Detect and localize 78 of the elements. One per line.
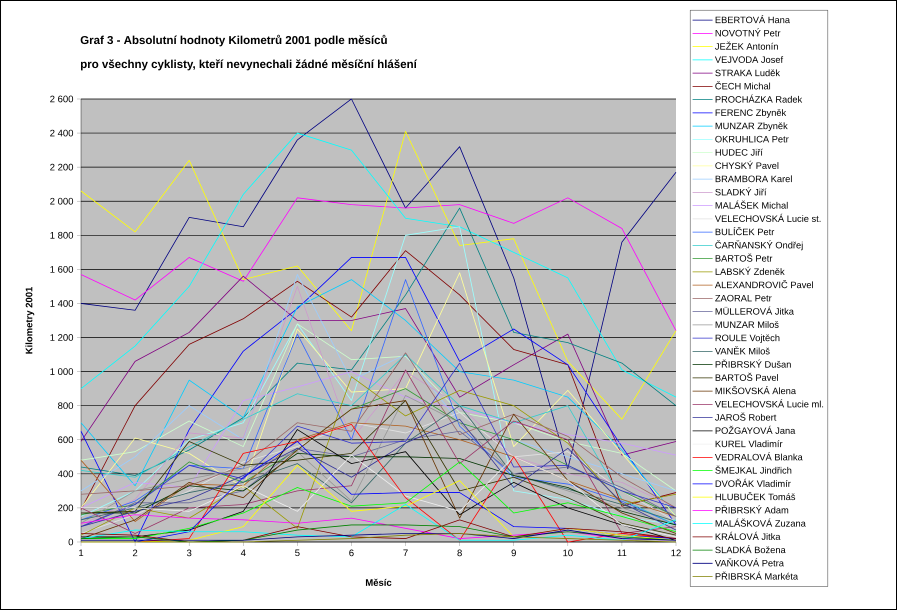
legend-label: OKRUHLICA Petr — [715, 136, 789, 142]
y-tick-label: 1 000 — [50, 368, 74, 375]
y-tick-label: 1 200 — [50, 334, 74, 341]
chart-subtitle: pro všechny cyklisty, kteří nevynechali žádné měsíční hlášení — [80, 59, 418, 70]
x-tick-label: 8 — [457, 550, 462, 556]
legend-label: JEŽEK Antonín — [715, 41, 778, 50]
legend-label: KRÁLOVÁ Jitka — [716, 532, 781, 540]
legend-label: PROCHÁZKA Radek — [716, 94, 802, 103]
x-tick-label: 11 — [618, 550, 626, 556]
legend-label: VEJVODA Josef — [714, 56, 784, 63]
legend-label: SLADKÝ Jiří — [715, 187, 767, 196]
y-tick-label: 400 — [58, 470, 74, 478]
y-tick-label: 1 800 — [50, 232, 74, 239]
legend-label: ČECH Michal — [715, 81, 770, 90]
x-tick-label: 2 — [132, 550, 138, 556]
x-tick-label: 7 — [403, 550, 408, 556]
x-tick-label: 6 — [349, 550, 354, 556]
line-series — [80, 324, 676, 492]
line-series — [80, 276, 676, 456]
legend-label: FERENC Zbyněk — [716, 109, 786, 118]
x-tick-label: 1 — [79, 550, 84, 556]
legend-label: ŠMEJKAL Jindřich — [715, 465, 792, 474]
x-tick-label: 12 — [671, 550, 681, 556]
x-tick-label: 10 — [563, 550, 573, 556]
y-tick-label: 1 400 — [50, 300, 74, 307]
legend-label: JAROŠ Robert — [715, 412, 776, 421]
y-tick-label: 2 000 — [50, 198, 74, 205]
legend-label: DVOŘÁK Vladimír — [716, 478, 791, 487]
legend-label: VELECHOVSKÁ Lucie st. — [714, 214, 821, 222]
legend-label: VEDRALOVÁ Blanka — [714, 452, 803, 460]
line-series — [80, 98, 676, 470]
y-tick-label: 0 — [68, 538, 74, 546]
chart-title: Graf 3 - Absolutní hodnoty Kilometrů 2001 podle měsíců — [80, 34, 387, 46]
legend-label: MÜLLEROVÁ Jitka — [716, 306, 794, 315]
y-tick-label: 2 200 — [50, 164, 74, 171]
legend-label: LABSKÝ Zdeněk — [716, 266, 785, 275]
legend-label: NOVOTNÝ Petr — [716, 28, 780, 36]
y-tick-label: 600 — [58, 436, 74, 444]
legend-label: PŘIBRSKÝ Dušan — [716, 359, 791, 368]
legend-label: EBERTOVÁ Hana — [716, 15, 790, 24]
legend-label: ROULE Vojtěch — [716, 334, 780, 344]
y-tick-label: 800 — [58, 402, 74, 410]
x-tick-label: 5 — [295, 550, 300, 556]
legend-label: MUNZAR Miloš — [716, 321, 779, 328]
legend-label: STRAKA Luděk — [715, 69, 780, 76]
y-tick-label: 2 400 — [50, 130, 74, 136]
line-series — [80, 208, 676, 476]
legend-label: CHYSKÝ Pavel — [715, 160, 778, 169]
legend-label: BRAMBORA Karel — [716, 175, 792, 182]
legend-label: BARTOŠ Pavel — [716, 372, 778, 381]
legend-label: VANĚK Miloš — [714, 346, 770, 354]
legend-label: ZAORAL Petr — [715, 294, 772, 302]
legend-label: HLUBUČEK Tomáš — [716, 492, 796, 500]
legend-label: ČARŇANSKÝ Ondřej — [715, 240, 803, 250]
legend-label: BARTOŠ Petr — [716, 253, 772, 262]
legend-label: VAŇKOVÁ Petra — [714, 558, 784, 566]
x-tick-label: 9 — [512, 550, 516, 556]
legend-label: ALEXANDROVIČ Pavel — [714, 280, 813, 288]
x-axis-title: Měsíc — [366, 578, 392, 586]
y-tick-label: 2 600 — [50, 96, 74, 102]
legend-label: BULÍČEK Petr — [716, 226, 774, 236]
x-tick-label: 3 — [186, 550, 192, 556]
legend-label: MUNZAR Zbyněk — [716, 122, 788, 132]
legend-label: KUREL Vladimír — [716, 440, 782, 448]
y-tick-label: 1 600 — [50, 266, 74, 273]
legend-label: MALÁŠEK Michal — [716, 200, 788, 209]
legend-label: PŘIBRSKÝ Adam — [716, 505, 788, 514]
legend-label: HUDEC Jiří — [716, 148, 763, 156]
legend-label: MALÁŠKOVÁ Zuzana — [716, 518, 806, 527]
x-tick-label: 4 — [240, 550, 246, 556]
legend-label: VELECHOVSKÁ Lucie ml. — [714, 399, 824, 408]
y-axis-title: Kilometry 2001 — [25, 286, 34, 354]
legend-label: PŘIBRSKÁ Markéta — [716, 571, 798, 580]
legend-label: SLADKÁ Božena — [715, 545, 786, 554]
y-tick-label: 200 — [58, 504, 74, 512]
line-series — [80, 197, 676, 332]
legend-label: MIKŠOVSKÁ Alena — [716, 386, 796, 394]
legend-label: POŽGAYOVÁ Jana — [716, 426, 796, 434]
